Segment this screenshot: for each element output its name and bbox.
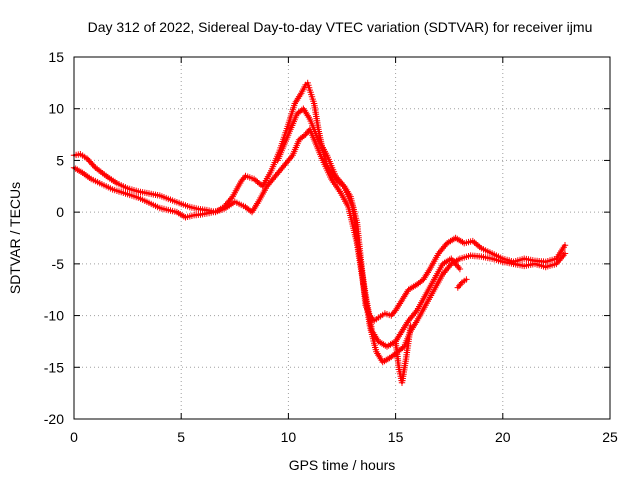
- y-tick-label: 0: [56, 204, 64, 220]
- data-point: [83, 155, 91, 162]
- x-tick-label: 20: [495, 429, 511, 445]
- y-tick-label: 5: [56, 152, 64, 168]
- series-line: [72, 128, 567, 364]
- series-track-spike: [392, 322, 414, 386]
- data-point-fill: [245, 206, 252, 213]
- data-point-fill: [85, 156, 92, 164]
- data-point: [561, 242, 569, 249]
- y-tick-label: -10: [44, 308, 64, 324]
- plot-frame: [73, 56, 611, 420]
- x-tick-label: 25: [602, 429, 618, 445]
- x-tick-label: 10: [281, 429, 297, 445]
- data-point-fill: [299, 134, 306, 141]
- data-point: [456, 265, 464, 273]
- y-axis-label: SDTVAR / TECUs: [7, 182, 23, 294]
- y-tick-label: -20: [44, 411, 64, 427]
- x-tick-label: 5: [177, 429, 185, 445]
- y-tick-label: 15: [48, 49, 64, 65]
- series-track-lower: [70, 126, 569, 366]
- data-point-fill: [86, 158, 93, 165]
- data-point: [463, 276, 470, 283]
- data-point-fill: [89, 161, 96, 168]
- data-point-fill: [90, 162, 98, 170]
- chart-grid: [74, 57, 610, 419]
- y-tick-label: 10: [48, 101, 64, 117]
- x-axis-label: GPS time / hours: [289, 457, 396, 473]
- y-tick-label: -15: [44, 359, 64, 375]
- data-point-fill: [88, 159, 95, 167]
- series-track-short: [454, 276, 470, 291]
- series-track-middle: [274, 105, 464, 350]
- data-point: [413, 281, 421, 288]
- x-tick-label: 0: [70, 429, 78, 445]
- data-point: [407, 322, 414, 330]
- y-tick-label: -5: [52, 256, 65, 272]
- x-tick-label: 15: [388, 429, 404, 445]
- data-series-group: [70, 79, 569, 386]
- chart-title: Day 312 of 2022, Sidereal Day-to-day VTE…: [88, 19, 593, 35]
- axis-ticks: [73, 56, 611, 420]
- axis-tick-labels: 0 5 10 15 20 25 -20 -15 -10 -5 0 5 10 15: [44, 49, 618, 445]
- data-point: [561, 250, 569, 257]
